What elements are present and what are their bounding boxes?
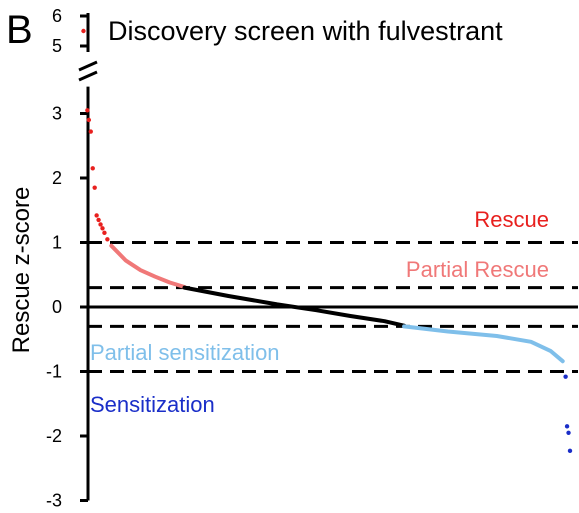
data-points (81, 28, 573, 454)
panel-label: B (6, 8, 33, 52)
point-0-3 (88, 129, 93, 134)
point-4-0 (563, 374, 568, 379)
series-line-no-change (182, 285, 407, 328)
y-tick-label-6: 6 (52, 6, 62, 26)
point-0-2 (86, 117, 92, 123)
y-axis: 5 6 -3 -2 -1 0 1 2 3 (46, 6, 98, 511)
point-0-0 (81, 28, 86, 34)
point-4-2 (566, 430, 571, 435)
label-rescue: Rescue (474, 207, 549, 232)
y-tick-label--3: -3 (46, 491, 62, 511)
y-axis-label: Rescue z-score (8, 187, 35, 354)
series-line-partial-sensitization (402, 324, 565, 364)
point-0-9 (100, 226, 105, 231)
axis-break-mark-top (78, 60, 98, 72)
point-4-3 (567, 448, 573, 454)
y-tick-label-0: 0 (52, 297, 62, 317)
label-partial-sensitization: Partial sensitization (90, 340, 280, 365)
y-tick-label-3: 3 (52, 104, 62, 124)
point-0-4 (90, 166, 95, 171)
threshold-lines (88, 241, 578, 373)
y-tick-label-1: 1 (52, 233, 62, 253)
point-0-7 (96, 217, 101, 223)
point-4-1 (564, 424, 570, 429)
y-tick-label--1: -1 (46, 362, 62, 382)
point-0-8 (98, 222, 103, 227)
axis-break-mark-bottom (78, 70, 98, 82)
point-0-10 (102, 230, 107, 236)
point-0-6 (94, 213, 99, 218)
y-tick-label-2: 2 (52, 168, 62, 188)
series-line-partial-rescue (109, 243, 187, 289)
y-tick-label--2: -2 (46, 426, 62, 446)
chart-title: Discovery screen with fulvestrant (108, 16, 503, 46)
point-0-1 (85, 108, 90, 113)
label-sensitization: Sensitization (90, 392, 215, 417)
point-0-5 (92, 185, 97, 190)
label-partial-rescue: Partial Rescue (406, 257, 549, 282)
point-0-11 (105, 237, 110, 242)
y-tick-label-5: 5 (52, 36, 62, 56)
